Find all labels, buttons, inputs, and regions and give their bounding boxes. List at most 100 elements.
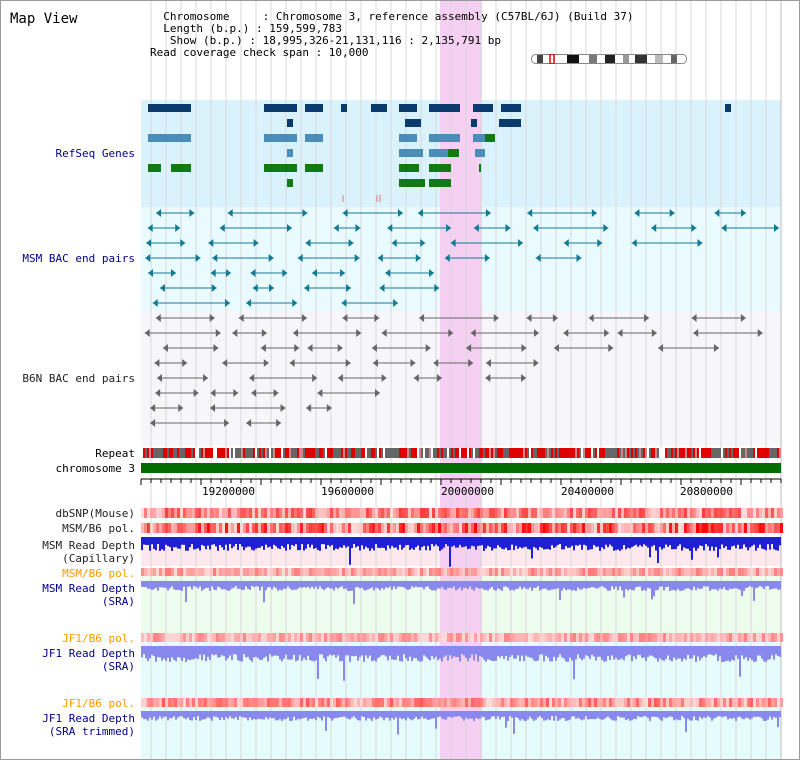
track-label-msm-b6-pol[interactable]: MSM/B6 pol. <box>62 522 135 535</box>
msm-pol2-heat-cell <box>252 568 255 576</box>
msm-sra-depth-bar <box>493 581 495 590</box>
msm-sra-depth-bar <box>457 581 459 590</box>
msm-pol-heat-cell <box>279 523 282 533</box>
msm-cap-depth-bar <box>341 537 343 548</box>
track-label-jf1-depth-sra[interactable]: JF1 Read Depth (SRA) <box>5 647 135 673</box>
jf1-sra-depth-bar <box>431 646 433 657</box>
jf1-sra-depth-bar <box>439 646 441 659</box>
msm-sra-depth-bar <box>171 581 173 587</box>
jf1-sra-depth-bar <box>467 646 469 662</box>
dbsnp-heat-cell <box>276 508 279 518</box>
dbsnp-heat-cell <box>144 508 147 518</box>
jf1-pol-heat-cell <box>762 633 765 642</box>
msm-bac-pair-end <box>518 239 524 247</box>
msm-sra-depth-bar <box>681 581 683 591</box>
track-label-b6n-bac[interactable]: B6N BAC end pairs <box>22 372 135 385</box>
repeat-cell <box>679 448 681 458</box>
msm-cap-depth-bar <box>391 537 393 546</box>
info-chromosome: Chromosome : Chromosome 3, reference ass… <box>150 10 634 23</box>
msm-sra-depth-bar <box>607 581 609 591</box>
msm-pol-heat-cell <box>342 523 345 533</box>
jf1-trim-depth-bar <box>193 711 195 718</box>
msm-pol-heat-cell <box>468 523 471 533</box>
repeat-cell <box>749 448 751 458</box>
msm-pol-heat-cell <box>669 523 672 533</box>
msm-pol2-heat-cell <box>513 568 516 576</box>
track-label-jf1-b6-pol-2[interactable]: JF1/B6 pol. <box>62 697 135 710</box>
track-label-msm-bac[interactable]: MSM BAC end pairs <box>22 252 135 265</box>
jf1-pol-heat-cell <box>207 633 210 642</box>
jf1-sra-depth-bar <box>747 646 749 661</box>
jf1-trim-depth-bar <box>307 711 309 721</box>
jf1-pol2-heat-cell <box>222 698 225 707</box>
track-label-msm-b6-pol-2[interactable]: MSM/B6 pol. <box>62 567 135 580</box>
msm-pol2-heat-cell <box>363 568 366 576</box>
jf1-trim-depth-bar <box>741 711 743 719</box>
chromosome-ideogram[interactable] <box>531 54 687 64</box>
repeat-cell <box>695 448 697 458</box>
dbsnp-heat-cell <box>189 508 192 518</box>
jf1-trim-depth-bar <box>649 711 651 721</box>
msm-cap-depth-bar <box>151 537 153 545</box>
jf1-sra-depth-bar <box>685 646 687 660</box>
msm-cap-depth-bar <box>319 537 321 551</box>
repeat-cell <box>697 448 699 458</box>
dbsnp-heat-cell <box>510 508 513 518</box>
track-label-msm-depth-sra[interactable]: MSM Read Depth (SRA) <box>5 582 135 608</box>
track-label-jf1-b6-pol[interactable]: JF1/B6 pol. <box>62 632 135 645</box>
jf1-sra-depth-bar <box>587 646 589 657</box>
jf1-pol-heat-cell <box>723 633 726 642</box>
dbsnp-heat-cell <box>540 508 543 518</box>
jf1-sra-depth-bar <box>335 646 337 658</box>
msm-sra-depth-bar <box>503 581 505 587</box>
msm-pol-heat-cell <box>189 523 192 533</box>
jf1-trim-depth-bar <box>195 711 197 721</box>
track-label-dbsnp[interactable]: dbSNP(Mouse) <box>55 507 135 520</box>
msm-cap-depth-bar <box>355 537 357 548</box>
jf1-pol2-heat-cell <box>228 698 231 707</box>
msm-cap-depth-bar <box>567 537 569 548</box>
jf1-pol-heat-cell <box>612 633 615 642</box>
msm-pol2-heat-cell <box>246 568 249 576</box>
jf1-pol2-heat-cell <box>705 698 708 707</box>
msm-pol-heat-cell <box>609 523 612 533</box>
msm-pol2-heat-cell <box>504 568 507 576</box>
msm-sra-depth-bar <box>447 581 449 588</box>
jf1-trim-depth-bar <box>301 711 303 719</box>
jf1-pol-heat-cell <box>411 633 414 642</box>
jf1-trim-depth-bar <box>661 711 663 721</box>
jf1-sra-depth-bar <box>733 646 735 661</box>
jf1-pol-heat-cell <box>687 633 690 642</box>
repeat-cell <box>671 448 673 458</box>
msm-cap-depth-bar <box>665 537 667 545</box>
jf1-pol2-heat-cell <box>225 698 228 707</box>
track-label-jf1-depth-trimmed[interactable]: JF1 Read Depth (SRA trimmed) <box>5 712 135 738</box>
jf1-trim-depth-bar <box>555 711 557 717</box>
jf1-sra-depth-bar <box>751 646 753 661</box>
msm-pol-heat-cell <box>345 523 348 533</box>
b6n-bac-pair-end <box>307 344 313 352</box>
jf1-pol-heat-cell <box>615 633 618 642</box>
msm-bac-pair-end <box>175 224 181 232</box>
msm-cap-depth-bar <box>411 537 413 549</box>
msm-cap-depth-bar <box>433 537 435 547</box>
msm-pol2-heat-cell <box>540 568 543 576</box>
msm-pol-heat-cell <box>753 523 756 533</box>
jf1-sra-depth-bar <box>719 646 721 657</box>
jf1-pol2-heat-cell <box>381 698 384 707</box>
track-label-refseq[interactable]: RefSeq Genes <box>55 147 135 160</box>
jf1-pol2-heat-cell <box>195 698 198 707</box>
jf1-pol2-heat-cell <box>162 698 165 707</box>
msm-cap-depth-bar <box>349 537 351 565</box>
msm-sra-depth-bar <box>403 581 405 588</box>
msm-cap-depth-bar <box>667 537 669 547</box>
jf1-pol-heat-cell <box>765 633 768 642</box>
msm-sra-depth-bar <box>765 581 767 587</box>
msm-pol-heat-cell <box>525 523 528 533</box>
track-label-msm-depth-capillary[interactable]: MSM Read Depth (Capillary) <box>5 539 135 565</box>
msm-cap-depth-bar <box>277 537 279 549</box>
jf1-pol-heat-cell <box>489 633 492 642</box>
jf1-pol-heat-cell <box>417 633 420 642</box>
jf1-sra-depth-bar <box>153 646 155 657</box>
